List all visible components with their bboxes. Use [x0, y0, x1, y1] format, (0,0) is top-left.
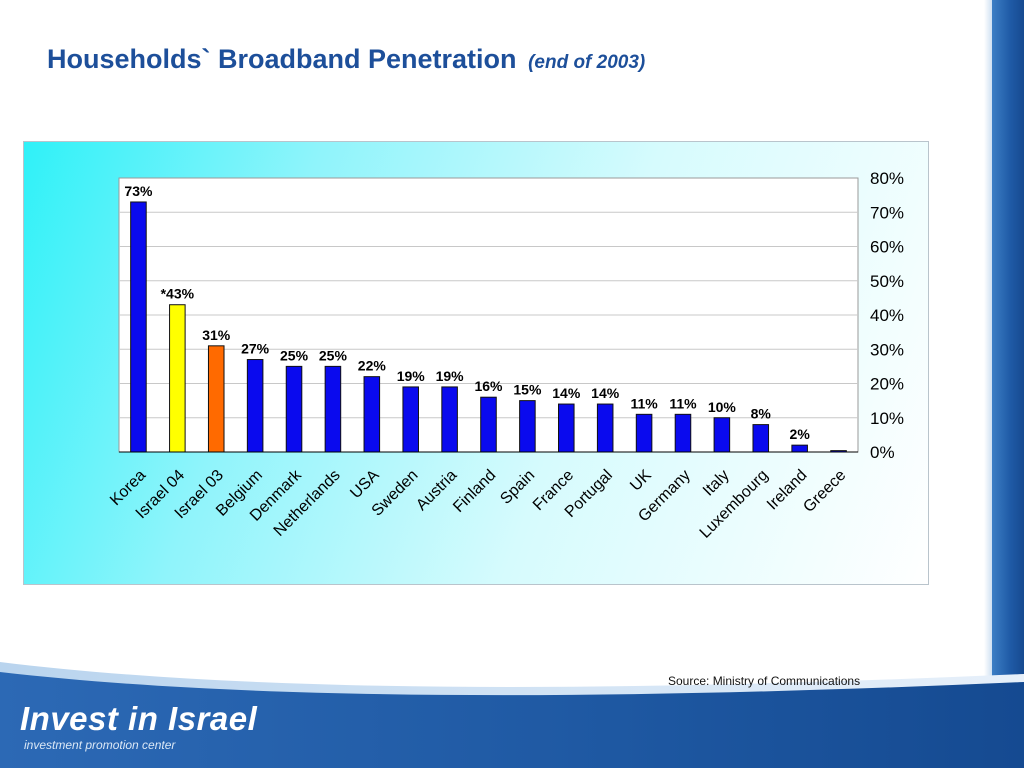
bar-luxembourg	[752, 424, 770, 453]
data-label: 19%	[436, 368, 465, 384]
data-label: 22%	[358, 358, 387, 374]
source-note: Source: Ministry of Communications	[668, 674, 861, 688]
bar-portugal	[596, 403, 614, 453]
bar-korea	[130, 201, 147, 453]
bar-israel-04	[169, 304, 186, 453]
bar-netherlands	[324, 365, 342, 453]
data-label: 14%	[552, 385, 581, 401]
x-tick-label: USA	[347, 467, 383, 503]
chart-panel: 0% 10% 20% 30% 40% 50% 60% 70% 80% 73% Korea *43% Is…	[23, 141, 929, 585]
y-tick-label: 30%	[870, 340, 904, 359]
data-label: 2%	[790, 426, 811, 442]
data-label: 16%	[474, 378, 503, 394]
invest-in-israel-logo: Invest in Israel investment promotion ce…	[20, 700, 257, 752]
slide-title: Households` Broadband Penetration (end o…	[47, 44, 645, 75]
bar-israel-03	[207, 345, 225, 453]
data-label: 10%	[708, 399, 737, 415]
x-tick-label: Greece	[800, 467, 849, 516]
data-label: 11%	[630, 395, 658, 411]
title-main: Households` Broadband Penetration	[47, 44, 517, 74]
data-label: 19%	[397, 368, 426, 384]
data-label: 27%	[241, 341, 270, 357]
data-label: 11%	[669, 395, 697, 411]
bar-sweden	[402, 386, 419, 453]
data-label: 25%	[280, 347, 309, 363]
decorative-side-band	[984, 0, 1024, 768]
data-label: 31%	[202, 327, 231, 343]
x-tick-label: Luxembourg	[697, 467, 772, 542]
bar-austria	[441, 386, 458, 453]
bar-ireland	[791, 444, 808, 453]
x-tick-label: Italy	[700, 467, 733, 500]
footer-wave	[0, 662, 1024, 768]
bar-belgium	[246, 359, 264, 453]
data-label: *43%	[161, 286, 195, 302]
y-tick-label: 50%	[870, 272, 904, 291]
title-subtitle: (end of 2003)	[528, 52, 646, 73]
bar-usa	[363, 376, 381, 453]
bar-germany	[674, 413, 692, 453]
data-label: 8%	[751, 406, 772, 422]
y-tick-label: 80%	[870, 169, 904, 188]
bar-france	[558, 403, 575, 453]
x-tick-label: Finland	[450, 467, 499, 516]
data-label: 15%	[513, 382, 542, 398]
data-label: 14%	[591, 385, 620, 401]
bar-italy	[713, 417, 731, 453]
bar-spain	[519, 400, 536, 453]
logo-text: Invest in Israel	[20, 700, 258, 737]
bar-uk	[635, 413, 653, 453]
y-tick-label: 10%	[870, 409, 904, 428]
x-tick-label: UK	[627, 467, 655, 495]
bar-chart: 0%10%20%30%40%50%60%70%80%73%Korea*43%Is…	[107, 169, 904, 542]
logo-tagline: investment promotion center	[24, 738, 176, 752]
y-tick-label: 20%	[870, 375, 904, 394]
data-label: 25%	[319, 347, 348, 363]
bar-finland	[480, 396, 497, 453]
bar-denmark	[285, 365, 303, 453]
y-tick-label: 0%	[870, 443, 895, 462]
y-tick-label: 60%	[870, 238, 904, 257]
data-label: 73%	[124, 183, 153, 199]
y-tick-label: 40%	[870, 306, 904, 325]
y-tick-label: 70%	[870, 203, 904, 222]
